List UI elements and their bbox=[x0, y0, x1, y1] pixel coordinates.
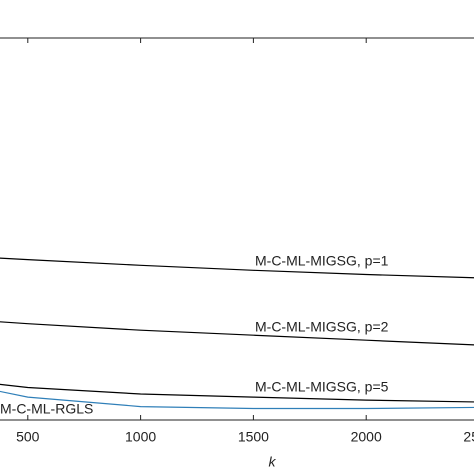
x-tick-label: 500 bbox=[16, 429, 40, 445]
x-tick-label: 1000 bbox=[125, 429, 156, 445]
series-line bbox=[0, 383, 474, 403]
series-line bbox=[0, 390, 474, 410]
series-line bbox=[0, 257, 474, 279]
series-label: M-C-ML-MIGSG, p=1 bbox=[255, 253, 389, 269]
series-label: M-C-ML-RGLS bbox=[0, 401, 93, 417]
x-tick-label: 2000 bbox=[351, 429, 382, 445]
plot-frame bbox=[0, 37, 474, 421]
x-axis-label: k bbox=[269, 454, 277, 470]
series-label: M-C-ML-MIGSG, p=5 bbox=[255, 379, 389, 395]
x-tick-label: 2500 bbox=[463, 429, 474, 445]
series-label: M-C-ML-MIGSG, p=2 bbox=[255, 319, 389, 335]
x-tick-label: 1500 bbox=[238, 429, 269, 445]
series-line bbox=[0, 321, 474, 346]
